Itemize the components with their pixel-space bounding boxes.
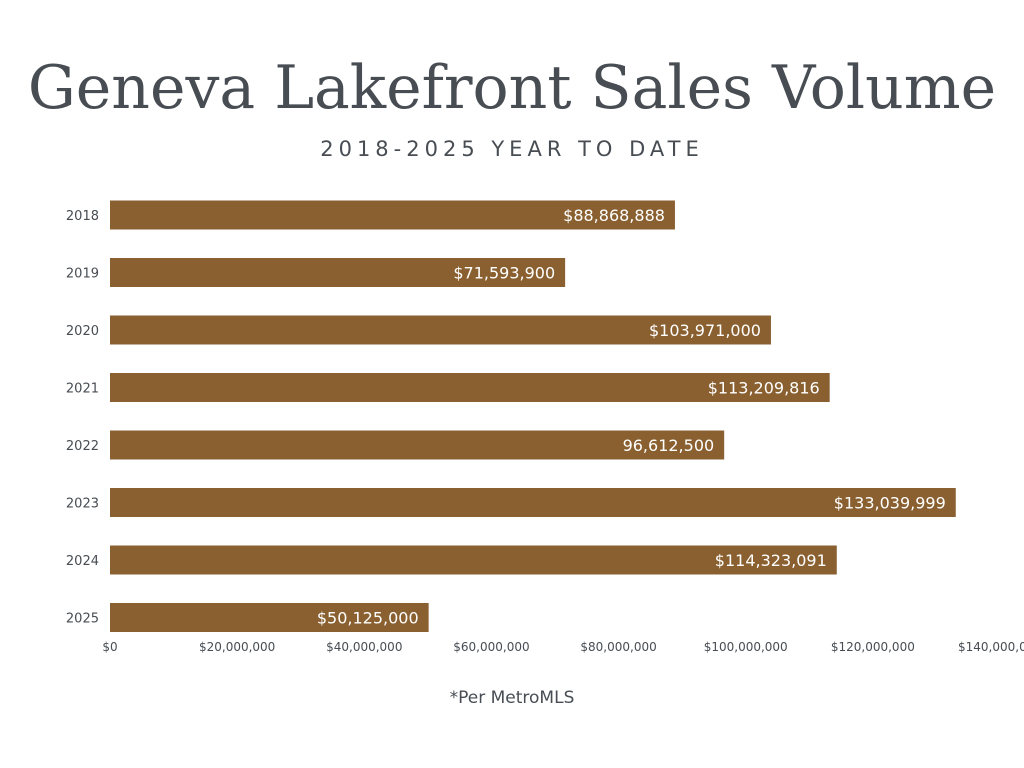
category-label-2019: 2019 [66,267,99,282]
category-labels-layer: 2018 2019 2020 2021 2022 2023 2024 2025 [66,209,99,627]
value-label-2018: $88,868,888 [563,206,665,225]
category-label-2023: 2023 [66,497,99,512]
bar-2024 [110,545,837,575]
bar-2018 [110,200,675,230]
bar-2020 [110,315,771,345]
value-labels-layer: $88,868,888 $71,593,900 $103,971,000 $113,2… [317,206,946,628]
value-label-2023: $133,039,999 [834,494,946,513]
bar-chart: 2018 2019 2020 2021 2022 2023 2024 2025 $88,868… [66,200,1024,654]
bar-2023 [110,488,956,517]
chart-subtitle: 2018-2025 YEAR TO DATE [320,137,704,161]
bar-2021 [110,373,830,402]
category-label-2021: 2021 [66,382,99,397]
value-label-2021: $113,209,816 [708,379,820,398]
x-tick-label: $0 [102,640,117,654]
value-label-2024: $114,323,091 [715,551,827,570]
bar-2022 [110,430,725,460]
value-label-2025: $50,125,000 [317,609,419,628]
x-tick-label: $140,000,000 [958,640,1024,654]
value-label-2020: $103,971,000 [649,321,761,340]
value-label-2019: $71,593,900 [453,264,555,283]
x-tick-labels-layer: $0 $20,000,000 $40,000,000 $60,000,000 $80,0… [102,640,1024,654]
category-label-2020: 2020 [66,324,99,339]
x-tick-label: $40,000,000 [326,640,402,654]
category-label-2025: 2025 [66,612,99,627]
x-tick-label: $60,000,000 [453,640,529,654]
bar-2025 [110,603,429,632]
category-label-2024: 2024 [66,554,99,569]
x-tick-label: $120,000,000 [831,640,915,654]
category-label-2022: 2022 [66,439,99,454]
value-label-2022: 96,612,500 [623,436,715,455]
category-label-2018: 2018 [66,209,99,224]
bars-layer [110,200,956,632]
chart-title: Geneva Lakefront Sales Volume [27,53,997,123]
source-footnote: *Per MetroMLS [449,688,575,708]
x-tick-label: $100,000,000 [704,640,788,654]
bar-2019 [110,258,566,287]
x-tick-label: $80,000,000 [580,640,656,654]
x-tick-label: $20,000,000 [199,640,275,654]
